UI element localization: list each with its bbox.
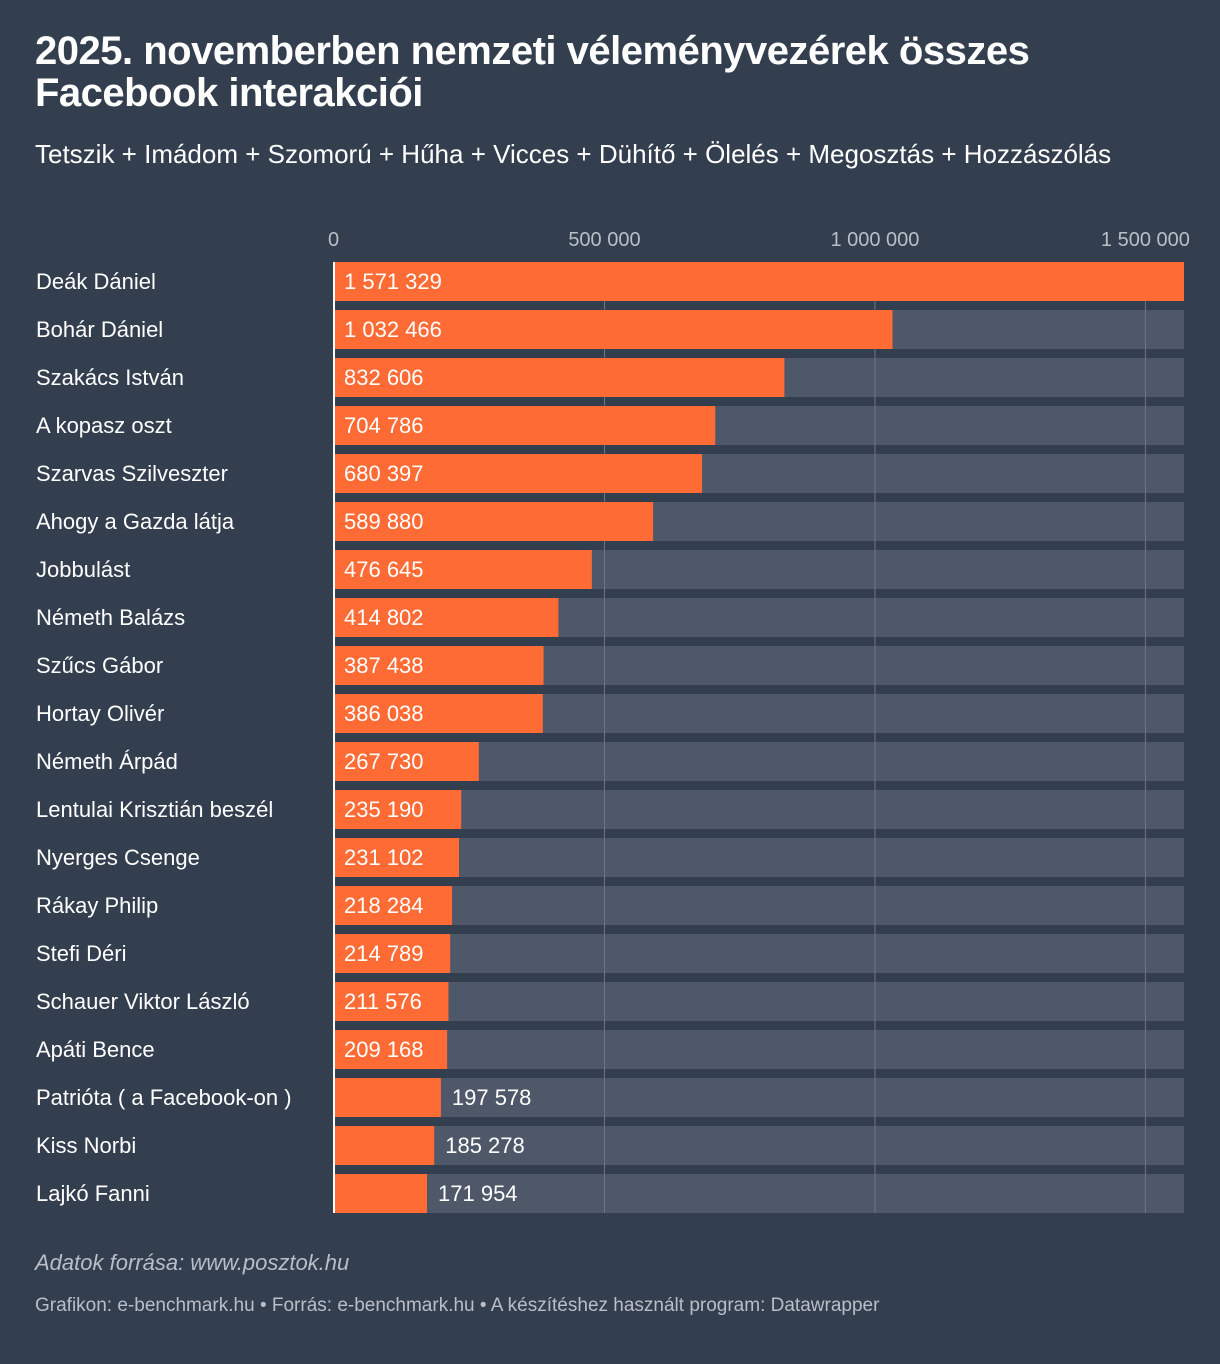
bar	[334, 742, 479, 781]
x-tick-label: 500 000	[568, 229, 640, 251]
value-label: 386 038	[344, 701, 424, 726]
value-label: 214 789	[344, 941, 424, 966]
value-label: 185 278	[445, 1133, 525, 1158]
category-label: Lentulai Krisztián beszél	[36, 797, 273, 822]
value-label: 414 802	[344, 605, 424, 630]
value-label: 680 397	[344, 461, 424, 486]
data-source-note: Adatok forrása: www.posztok.hu	[35, 1250, 350, 1275]
bar	[334, 550, 592, 589]
bar	[334, 358, 785, 397]
category-label: Bohár Dániel	[36, 317, 163, 342]
bar	[334, 1078, 441, 1117]
bar-track	[334, 1174, 1184, 1213]
chart-title: 2025. novemberben nemzeti véleményvezére…	[35, 29, 1030, 115]
bar	[334, 886, 453, 925]
value-label: 171 954	[438, 1181, 518, 1206]
x-tick-label: 1 500 000	[1101, 229, 1190, 251]
value-label: 476 645	[344, 557, 424, 582]
category-label: Szakács István	[36, 365, 184, 390]
bar	[334, 454, 703, 493]
bar	[334, 598, 559, 637]
value-label: 704 786	[344, 413, 424, 438]
value-label: 832 606	[344, 365, 424, 390]
category-label: Németh Árpád	[36, 749, 178, 774]
category-label: Lajkó Fanni	[36, 1181, 150, 1206]
category-label: Szűcs Gábor	[36, 653, 163, 678]
bar	[334, 694, 543, 733]
bar	[334, 1174, 428, 1213]
bar-track	[334, 838, 1184, 877]
bar	[334, 1030, 448, 1069]
category-label: Kiss Norbi	[36, 1133, 136, 1158]
category-label: Jobbulást	[36, 557, 130, 582]
bar	[334, 310, 893, 349]
category-label: A kopasz oszt	[36, 413, 172, 438]
x-tick-label: 0	[328, 229, 339, 251]
bar-track	[334, 982, 1184, 1021]
value-label: 231 102	[344, 845, 424, 870]
bar-track	[334, 934, 1184, 973]
value-label: 1 032 466	[344, 317, 442, 342]
value-label: 197 578	[452, 1085, 532, 1110]
value-label: 218 284	[344, 893, 424, 918]
bar	[334, 934, 451, 973]
category-label: Ahogy a Gazda látja	[36, 509, 235, 534]
value-label: 589 880	[344, 509, 424, 534]
category-label: Rákay Philip	[36, 893, 158, 918]
value-label: 387 438	[344, 653, 424, 678]
bar	[334, 406, 716, 445]
credits-footer: Grafikon: e-benchmark.hu • Forrás: e-ben…	[35, 1295, 880, 1316]
bar	[334, 790, 462, 829]
value-label: 235 190	[344, 797, 424, 822]
value-label: 1 571 329	[344, 269, 442, 294]
category-label: Nyerges Csenge	[36, 845, 200, 870]
category-label: Stefi Déri	[36, 941, 126, 966]
bar-track	[334, 886, 1184, 925]
bar	[334, 502, 654, 541]
category-label: Hortay Olivér	[36, 701, 164, 726]
bar-track	[334, 790, 1184, 829]
bar	[334, 982, 449, 1021]
category-label: Németh Balázs	[36, 605, 185, 630]
bar	[334, 838, 460, 877]
value-label: 209 168	[344, 1037, 424, 1062]
bar-track	[334, 1030, 1184, 1069]
category-label: Apáti Bence	[36, 1037, 155, 1062]
bar-chart: 0 500 000 1 000 000 1 500 000 Deák Dániel 1 5…	[36, 229, 1190, 1213]
value-label: 211 576	[344, 989, 422, 1014]
category-label: Szarvas Szilveszter	[36, 461, 228, 486]
value-label: 267 730	[344, 749, 424, 774]
bar	[334, 262, 1184, 301]
bar	[334, 1126, 435, 1165]
bar	[334, 646, 544, 685]
x-tick-label: 1 000 000	[830, 229, 919, 251]
category-label: Patrióta ( a Facebook-on )	[36, 1085, 292, 1110]
chart-subtitle: Tetszik + Imádom + Szomorú + Hűha + Vicc…	[35, 139, 1112, 169]
bar-track	[334, 1078, 1184, 1117]
category-label: Deák Dániel	[36, 269, 156, 294]
category-label: Schauer Viktor László	[36, 989, 250, 1014]
bar-track	[334, 1126, 1184, 1165]
